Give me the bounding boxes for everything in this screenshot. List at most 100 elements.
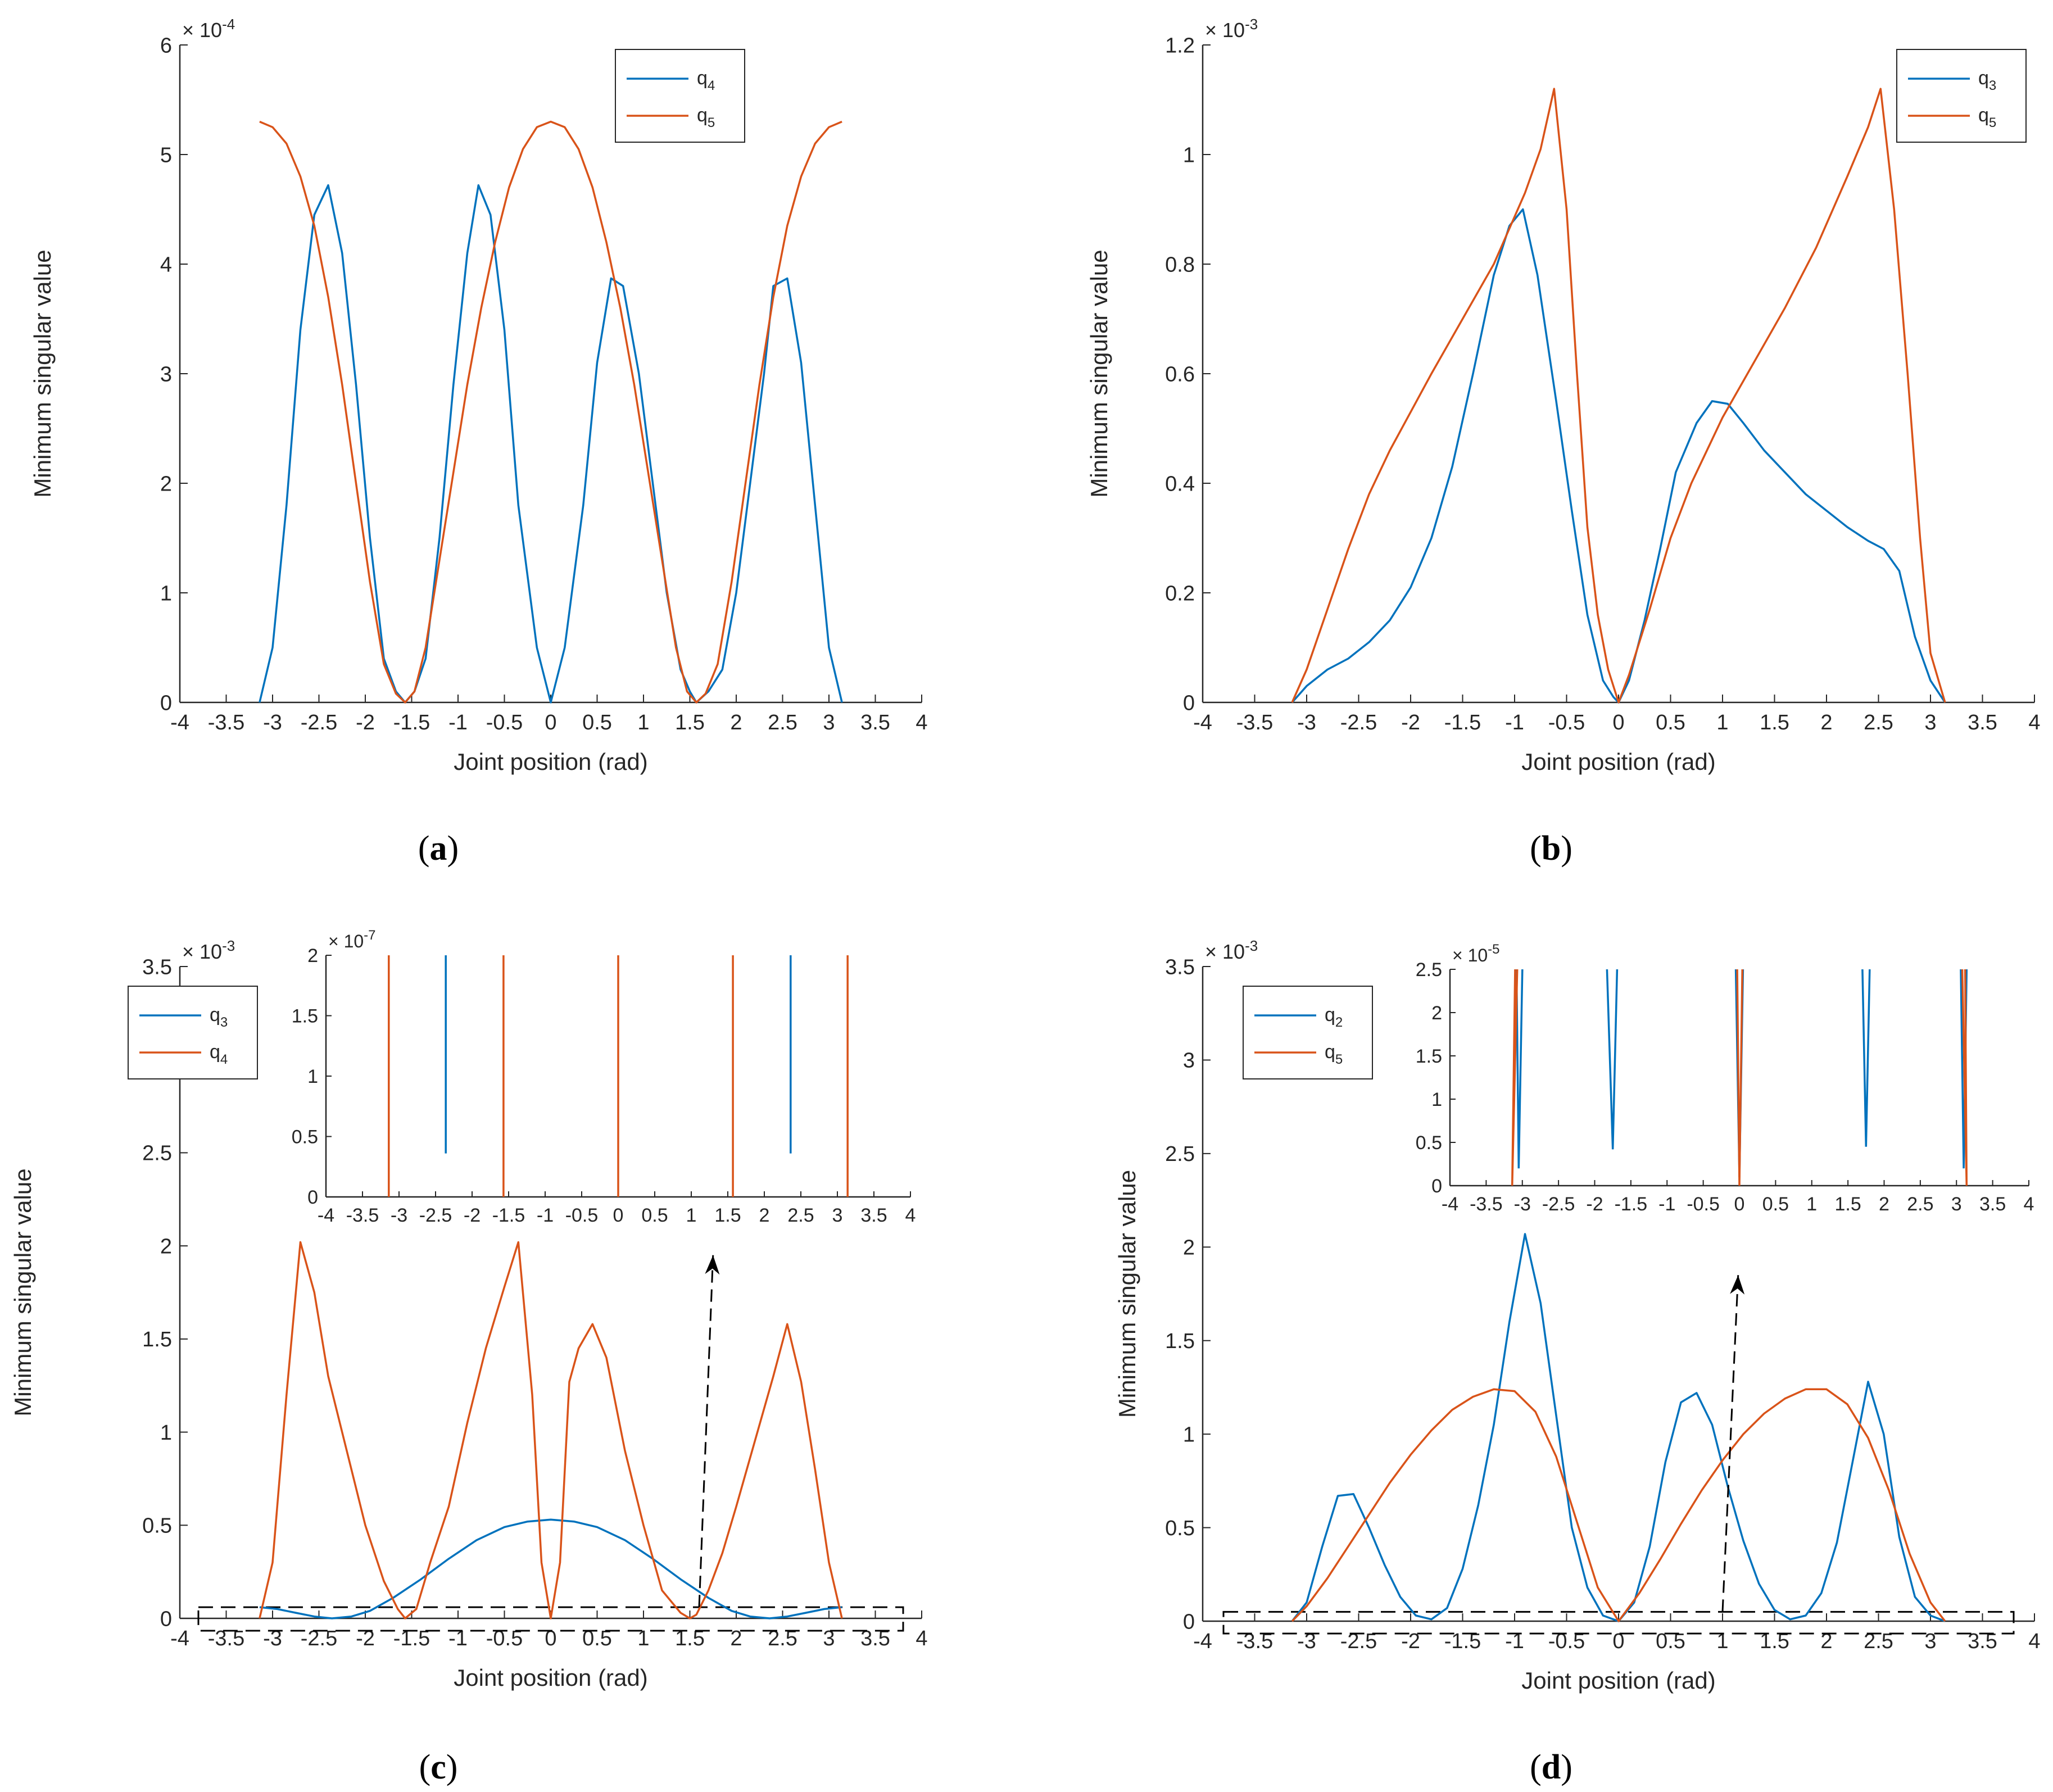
inset-exponent-power: -5 — [1488, 942, 1499, 957]
y-tick-label: 2 — [160, 1235, 172, 1258]
y-tick-label: 0.6 — [1165, 362, 1195, 386]
series-line-q4 — [259, 1241, 843, 1619]
inset-x-tick-label: 0.5 — [641, 1205, 668, 1226]
x-tick-label: -2.5 — [1340, 711, 1377, 734]
inset-x-tick-label: -1.5 — [1615, 1194, 1648, 1215]
threshold-dashed-box — [197, 1606, 904, 1632]
y-tick-label: 2 — [160, 472, 172, 496]
x-tick-label: -2 — [1401, 711, 1420, 734]
legend-label: q5 — [1325, 1041, 1343, 1067]
x-tick-label: 2 — [1820, 711, 1832, 734]
series-line-q5 — [1291, 1388, 1946, 1622]
inset-x-tick-label: 1 — [1806, 1194, 1817, 1215]
y-tick-label: 0 — [1183, 1610, 1195, 1634]
x-tick-label: 1.5 — [675, 711, 705, 734]
inset-x-tick-label: -1 — [537, 1205, 554, 1226]
legend-label-main: q — [697, 105, 708, 126]
y-tick-label: 3 — [1183, 1049, 1195, 1073]
legend-label-main: q — [210, 1041, 220, 1063]
inset-x-tick-label: 2 — [759, 1205, 770, 1226]
x-axis-label: Joint position (rad) — [1521, 1667, 1716, 1694]
x-tick-label: 4 — [2028, 1630, 2040, 1653]
exponent-base: × 10 — [1205, 19, 1245, 42]
inset-x-tick-label: 0.5 — [1762, 1194, 1789, 1215]
inset-y-tick-label: 0 — [1431, 1176, 1442, 1197]
y-tick-label: 0.5 — [142, 1514, 172, 1538]
x-axis-label: Joint position (rad) — [1521, 748, 1716, 775]
inset-y-tick-label: 0 — [307, 1187, 318, 1208]
y-tick-label: 0.5 — [1165, 1517, 1195, 1540]
legend-box — [1243, 986, 1373, 1079]
legend-label-main: q — [1978, 67, 1989, 89]
panel-caption-part: ( — [418, 829, 430, 868]
x-tick-label: -1.5 — [1444, 711, 1481, 734]
y-tick-label: 0 — [160, 1607, 172, 1631]
inset-x-tick-label: 1.5 — [1834, 1194, 1861, 1215]
y-tick-label: 0.8 — [1165, 253, 1195, 276]
inset-x-tick-label: -3.5 — [1470, 1194, 1503, 1215]
x-tick-label: -1 — [1505, 711, 1524, 734]
x-tick-label: 2.5 — [768, 711, 797, 734]
legend-label: q3 — [1978, 67, 1996, 93]
x-tick-label: -2 — [356, 711, 375, 734]
x-axis-label: Joint position (rad) — [454, 1664, 648, 1691]
inset-x-tick-label: -3.5 — [346, 1205, 379, 1226]
x-tick-label: 1 — [637, 1627, 649, 1650]
exponent-base: × 10 — [182, 940, 222, 963]
legend-label-main: q — [210, 1004, 220, 1026]
inset-exponent-base: × 10 — [1452, 945, 1488, 965]
legend-label: q5 — [1978, 105, 1996, 130]
y-tick-label: 3 — [160, 362, 172, 386]
x-tick-label: 3 — [823, 711, 835, 734]
panel-a: -4 -3.5 -3 -2.5 -2 -1.5 -1 -0.5 0 0.5 1 1.5 2 2.5 3 3.5… — [29, 16, 928, 868]
x-tick-label: 3 — [1924, 1630, 1936, 1653]
inset-x-tick-label: 1 — [686, 1205, 697, 1226]
exponent-power: -4 — [222, 16, 235, 33]
zoom-arrow-line — [698, 1255, 714, 1608]
legend: q3 q5 — [1896, 49, 2027, 143]
inset-x-tick-label: 2.5 — [1907, 1194, 1933, 1215]
panel-caption-part: ) — [446, 1748, 458, 1786]
legend-label-main: q — [1325, 1004, 1335, 1026]
y-tick-label: 4 — [160, 253, 172, 276]
legend-label-sub: 3 — [1989, 78, 1996, 93]
exponent-label: × 10-3 — [1205, 937, 1258, 963]
inset-x-tick-label: -0.5 — [565, 1205, 599, 1226]
exponent-power: -3 — [1245, 937, 1258, 954]
inset-vshape-line — [1606, 969, 1619, 1150]
legend-box — [128, 986, 258, 1079]
exponent-power: -3 — [1245, 16, 1258, 33]
inset-x-tick-label: -0.5 — [1687, 1194, 1720, 1215]
legend-box — [615, 49, 745, 143]
inset-y-tick-label: 1 — [1431, 1089, 1442, 1110]
panel-caption-part: d — [1542, 1748, 1561, 1786]
legend-label-sub: 4 — [220, 1052, 228, 1067]
y-axis-label: Minimum singular value — [1114, 1170, 1140, 1418]
panel-caption-part: ) — [1561, 1748, 1572, 1786]
legend-label-sub: 5 — [1335, 1052, 1343, 1067]
zoom-arrow-head — [1730, 1275, 1745, 1295]
series-line-q5 — [1291, 88, 1946, 704]
y-tick-label: 0 — [1183, 691, 1195, 715]
x-tick-label: 2 — [1820, 1630, 1832, 1653]
inset-y-tick-label: 1 — [307, 1066, 318, 1087]
inset-x-tick-label: -4 — [1442, 1194, 1458, 1215]
panel-caption-part: ( — [1530, 1748, 1542, 1786]
series-line-q5 — [259, 120, 842, 704]
y-tick-label: 1.2 — [1165, 34, 1195, 57]
inset-exponent-label: × 10-5 — [1452, 942, 1500, 965]
x-tick-label: -4 — [170, 1627, 189, 1650]
inset-x-tick-label: -3 — [391, 1205, 407, 1226]
x-tick-label: -3.5 — [1236, 711, 1273, 734]
x-tick-label: 2.5 — [1864, 711, 1893, 734]
x-tick-label: 0 — [545, 711, 556, 734]
legend-label: q4 — [210, 1041, 228, 1067]
x-tick-label: 4 — [916, 711, 927, 734]
inset-x-tick-label: 3.5 — [860, 1205, 887, 1226]
legend-label: q3 — [210, 1004, 228, 1030]
x-tick-label: 3 — [1924, 711, 1936, 734]
panel-d: -4 -3.5 -3 -2.5 -2 -1.5 -1 -0.5 0 0.5 1 1.5 2 2.5 3 3.5… — [1114, 936, 2041, 1786]
x-tick-label: 2 — [730, 1627, 742, 1650]
legend-label-main: q — [1978, 105, 1989, 126]
